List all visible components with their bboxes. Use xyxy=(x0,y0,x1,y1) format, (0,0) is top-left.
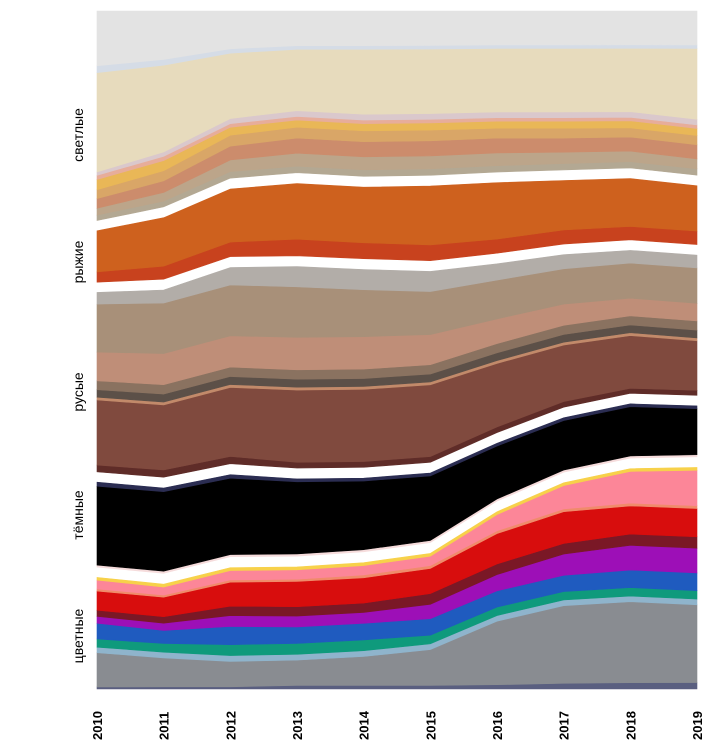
x-axis-ticks: 2010 2011 2012 2013 2014 2015 2016 2017 2018 2019 xyxy=(90,710,705,740)
stream-band-g1-s2 xyxy=(96,403,698,492)
group-labels: светлые рыжие русые тёмные цветные xyxy=(70,108,86,663)
group-label-tyomnye: тёмные xyxy=(70,490,86,540)
x-tick-label-2011: 2011 xyxy=(157,712,172,740)
x-tick-label-2014: 2014 xyxy=(357,710,372,740)
x-tick-label-2013: 2013 xyxy=(290,711,305,740)
group-label-ryzhie: рыжие xyxy=(70,240,86,283)
x-tick-label-2019: 2019 xyxy=(690,711,705,740)
stream-band-g3-s1 xyxy=(96,178,698,273)
stream-band-g0-s10 xyxy=(96,467,698,588)
x-tick-label-2012: 2012 xyxy=(223,711,238,740)
x-tick-label-2010: 2010 xyxy=(90,711,105,740)
group-label-tsvetnye: цветные xyxy=(70,608,86,663)
stream-band-g2-s7 xyxy=(96,250,698,305)
group-label-svetlye: светлые xyxy=(70,108,86,162)
x-tick-label-2018: 2018 xyxy=(623,711,638,740)
x-tick-label-2017: 2017 xyxy=(557,711,572,740)
stream-band-g4-s9 xyxy=(96,10,698,67)
stream-areas xyxy=(96,10,698,690)
x-tick-label-2015: 2015 xyxy=(423,711,438,740)
x-tick-label-2016: 2016 xyxy=(490,711,505,740)
group-label-rusye: русые xyxy=(70,372,86,412)
